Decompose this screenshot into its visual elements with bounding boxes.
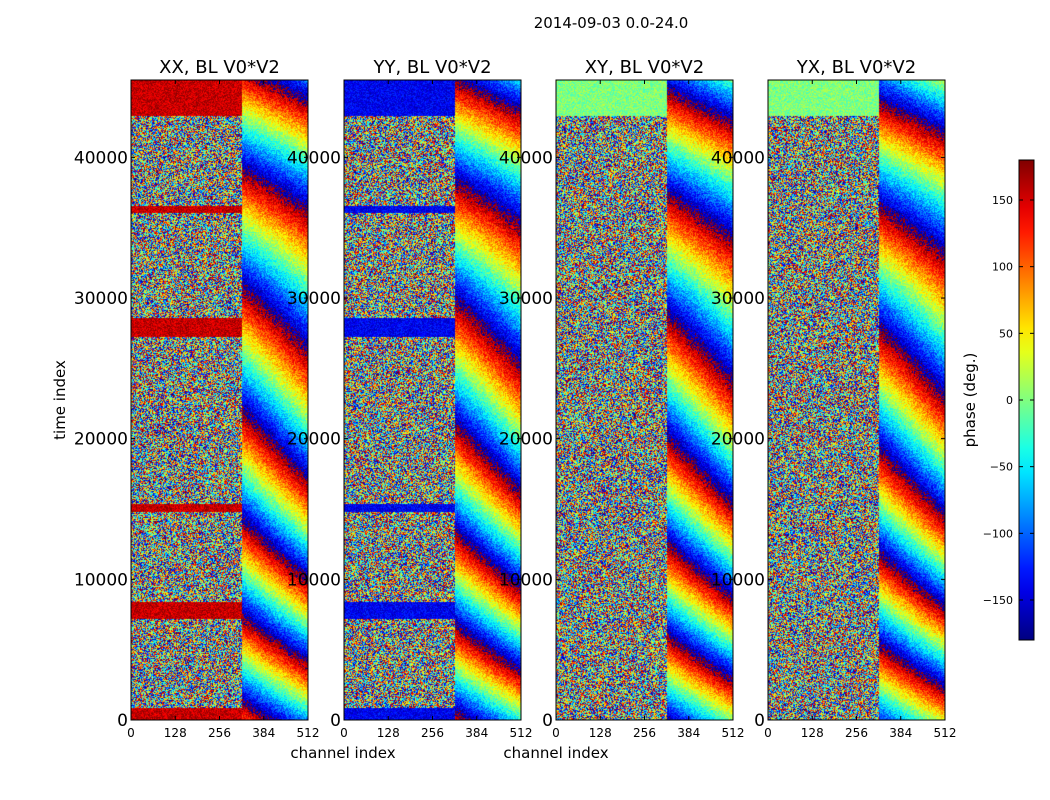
x-tick-label: 256: [633, 726, 656, 740]
panel-yy: YY, BL V0*V2 0 128 256 384 512 0 10000 20000 3000…: [287, 57, 609, 762]
colorbar-tick-label: 0: [1006, 394, 1013, 407]
x-tick-label: 384: [252, 726, 275, 740]
y-tick-label: 0: [542, 711, 553, 731]
y-tick-label: 20000: [499, 430, 553, 450]
x-axis-label: channel index: [290, 744, 395, 762]
panel-title: XX, BL V0*V2: [159, 57, 280, 78]
x-tick-label: 256: [421, 726, 444, 740]
x-tick-label: 256: [208, 726, 231, 740]
y-tick-label: 20000: [711, 430, 765, 450]
colorbar-tick-label: −50: [990, 461, 1013, 474]
y-tick-label: 0: [330, 711, 341, 731]
y-tick-label: 0: [754, 711, 765, 731]
x-tick-label: 384: [677, 726, 700, 740]
x-tick-label: 0: [127, 726, 135, 740]
x-tick-label: 128: [801, 726, 824, 740]
y-tick-label: 40000: [287, 148, 341, 168]
heatmap-image-yx: [768, 80, 945, 720]
x-tick-label: 128: [377, 726, 400, 740]
y-tick-label: 20000: [74, 430, 128, 450]
colorbar: 150 100 50 0 −50 −100 −150 phase (deg.): [961, 159, 1035, 641]
x-tick-label: 384: [465, 726, 488, 740]
y-tick-label: 40000: [711, 148, 765, 168]
y-tick-label: 30000: [711, 289, 765, 309]
panel-title: XY, BL V0*V2: [585, 57, 704, 78]
colorbar-tick-label: 100: [992, 261, 1013, 274]
x-tick-label: 512: [510, 726, 533, 740]
y-tick-label: 10000: [74, 570, 128, 590]
x-tick-label: 128: [164, 726, 187, 740]
x-tick-label: 128: [589, 726, 612, 740]
x-tick-label: 0: [340, 726, 348, 740]
y-tick-label: 10000: [711, 570, 765, 590]
x-tick-label: 256: [845, 726, 868, 740]
heatmap-image-yy: [344, 80, 521, 720]
x-tick-label: 512: [934, 726, 957, 740]
panel-title: YY, BL V0*V2: [372, 57, 491, 78]
panel-xy: XY, BL V0*V2 0 128 256 384 512 0 10000 20000 3000…: [499, 57, 745, 740]
y-tick-label: 30000: [74, 289, 128, 309]
x-tick-label: 0: [552, 726, 560, 740]
colorbar-tick-label: 50: [999, 327, 1013, 340]
y-tick-label: 0: [117, 711, 128, 731]
y-tick-label: 10000: [499, 570, 553, 590]
figure-title: 2014-09-03 0.0-24.0: [534, 14, 689, 32]
y-tick-label: 40000: [499, 148, 553, 168]
colorbar-tick-label: 150: [992, 194, 1013, 207]
x-tick-label: 512: [297, 726, 320, 740]
y-tick-label: 30000: [287, 289, 341, 309]
panel-title: YX, BL V0*V2: [796, 57, 916, 78]
panel-yx: YX, BL V0*V2 0 128 256 384 512 0 10000 20000 3000…: [711, 57, 957, 740]
x-tick-label: 384: [889, 726, 912, 740]
panels-group: XX, BL V0*V2 0 128 256 384 512 0 10000 20000 3000…: [51, 57, 956, 762]
panel-xx: XX, BL V0*V2 0 128 256 384 512 0 10000 20000 3000…: [51, 57, 396, 762]
x-tick-label: 512: [722, 726, 745, 740]
x-axis-label: channel index: [503, 744, 608, 762]
y-tick-label: 20000: [287, 430, 341, 450]
colorbar-label: phase (deg.): [961, 353, 979, 448]
y-tick-label: 30000: [499, 289, 553, 309]
y-axis-label: time index: [51, 360, 69, 440]
heatmap-image-xy: [556, 80, 733, 720]
heatmap-image-xx: [131, 80, 308, 720]
y-tick-label: 40000: [74, 148, 128, 168]
colorbar-tick-label: −100: [983, 527, 1013, 540]
y-tick-label: 10000: [287, 570, 341, 590]
x-tick-label: 0: [764, 726, 772, 740]
colorbar-tick-label: −150: [983, 594, 1013, 607]
